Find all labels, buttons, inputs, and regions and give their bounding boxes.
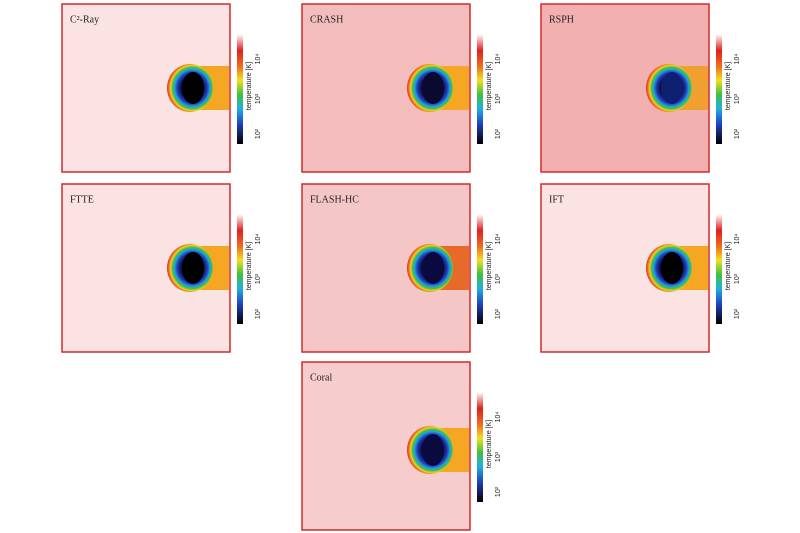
colorbar-tick-label: 10⁴ <box>495 234 502 245</box>
colorbar-tick-label: 10² <box>495 486 502 497</box>
panel-label: RSPH <box>549 14 574 25</box>
colorbar-tick-label: 10⁴ <box>255 234 262 245</box>
colorbar <box>237 34 243 144</box>
colorbar-tick-label: 10⁴ <box>255 54 262 65</box>
colorbar-tick-label: 10³ <box>495 451 502 462</box>
colorbar-label: temperature [K] <box>725 62 732 110</box>
clump-core <box>661 72 683 104</box>
colorbar-tick-label: 10³ <box>255 273 262 284</box>
colorbar-label: temperature [K] <box>486 420 493 468</box>
clump-core <box>182 72 204 104</box>
panel-label: FLASH-HC <box>310 194 359 205</box>
colorbar-tick-label: 10² <box>734 308 741 319</box>
colorbar <box>237 214 243 324</box>
panel-label: CRASH <box>310 14 343 25</box>
clump-core <box>422 434 444 466</box>
clump-core <box>182 252 204 284</box>
colorbar <box>716 214 722 324</box>
panel: CRASH temperature [K]10⁴ 10³ 10² <box>301 3 502 173</box>
panel-label: FTTE <box>70 194 94 205</box>
clump-core <box>422 252 444 284</box>
panel: Coral temperature [K]10⁴ 10³ 10² <box>301 361 502 531</box>
colorbar-tick-label: 10³ <box>734 93 741 104</box>
colorbar-label: temperature [K] <box>246 62 253 110</box>
colorbar-tick-label: 10² <box>255 128 262 139</box>
panel-label: Coral <box>310 372 332 383</box>
panel: IFT temperature [K]10⁴ 10³ 10² <box>540 183 741 353</box>
colorbar <box>716 34 722 144</box>
colorbar-tick-label: 10² <box>734 128 741 139</box>
colorbar <box>477 214 483 324</box>
clump-core <box>661 252 683 284</box>
colorbar-label: temperature [K] <box>486 62 493 110</box>
colorbar-tick-label: 10³ <box>495 93 502 104</box>
colorbar-tick-label: 10³ <box>734 273 741 284</box>
colorbar-tick-label: 10³ <box>255 93 262 104</box>
panel: FLASH-HC temperature [K]10⁴ 10³ 10² <box>301 183 502 353</box>
colorbar-tick-label: 10⁴ <box>734 234 741 245</box>
colorbar-label: temperature [K] <box>486 242 493 290</box>
colorbar-tick-label: 10⁴ <box>734 54 741 65</box>
colorbar-tick-label: 10² <box>495 128 502 139</box>
colorbar-tick-label: 10² <box>495 308 502 319</box>
colorbar-tick-label: 10³ <box>495 273 502 284</box>
panel-label: IFT <box>549 194 564 205</box>
panel: RSPH temperature [K]10⁴ 10³ 10² <box>540 3 741 173</box>
panel: FTTE temperature [K]10⁴ 10³ 10² <box>61 183 262 353</box>
colorbar-tick-label: 10² <box>255 308 262 319</box>
colorbar-tick-label: 10⁴ <box>495 54 502 65</box>
colorbar <box>477 392 483 502</box>
colorbar <box>477 34 483 144</box>
clump-core <box>422 72 444 104</box>
colorbar-tick-label: 10⁴ <box>495 412 502 423</box>
panel: C²-Ray temperature [K]10⁴ 10³ 10² <box>61 3 262 173</box>
colorbar-label: temperature [K] <box>725 242 732 290</box>
panel-label: C²-Ray <box>70 14 99 25</box>
colorbar-label: temperature [K] <box>246 242 253 290</box>
